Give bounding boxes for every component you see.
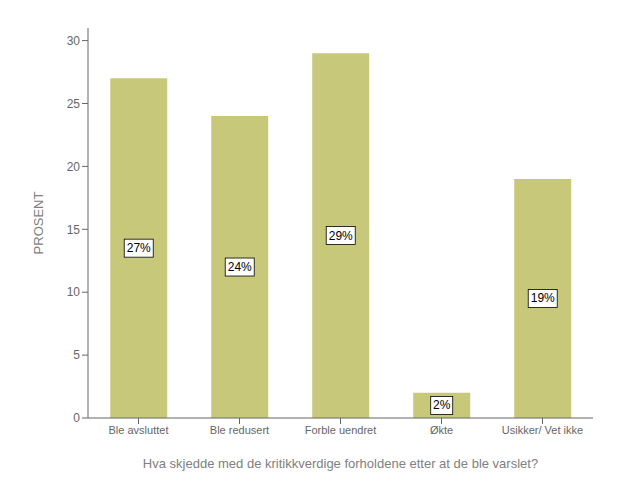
- svg-text:Økte: Økte: [430, 424, 453, 436]
- svg-text:Hva skjedde med de kritikkverd: Hva skjedde med de kritikkverdige forhol…: [143, 456, 538, 471]
- svg-text:30: 30: [67, 34, 81, 48]
- svg-text:Forble uendret: Forble uendret: [305, 424, 377, 436]
- svg-text:27%: 27%: [127, 241, 151, 255]
- svg-text:19%: 19%: [531, 291, 555, 305]
- svg-text:15: 15: [67, 223, 81, 237]
- svg-text:0: 0: [73, 411, 80, 425]
- svg-text:Ble redusert: Ble redusert: [210, 424, 269, 436]
- svg-text:25: 25: [67, 97, 81, 111]
- svg-text:PROSENT: PROSENT: [31, 192, 46, 255]
- svg-text:5: 5: [73, 348, 80, 362]
- svg-text:2%: 2%: [433, 398, 451, 412]
- svg-text:29%: 29%: [329, 229, 353, 243]
- svg-text:Ble avsluttet: Ble avsluttet: [109, 424, 169, 436]
- svg-text:10: 10: [67, 285, 81, 299]
- svg-text:Usikker/ Vet ikke: Usikker/ Vet ikke: [502, 424, 583, 436]
- svg-text:24%: 24%: [228, 260, 252, 274]
- svg-text:20: 20: [67, 160, 81, 174]
